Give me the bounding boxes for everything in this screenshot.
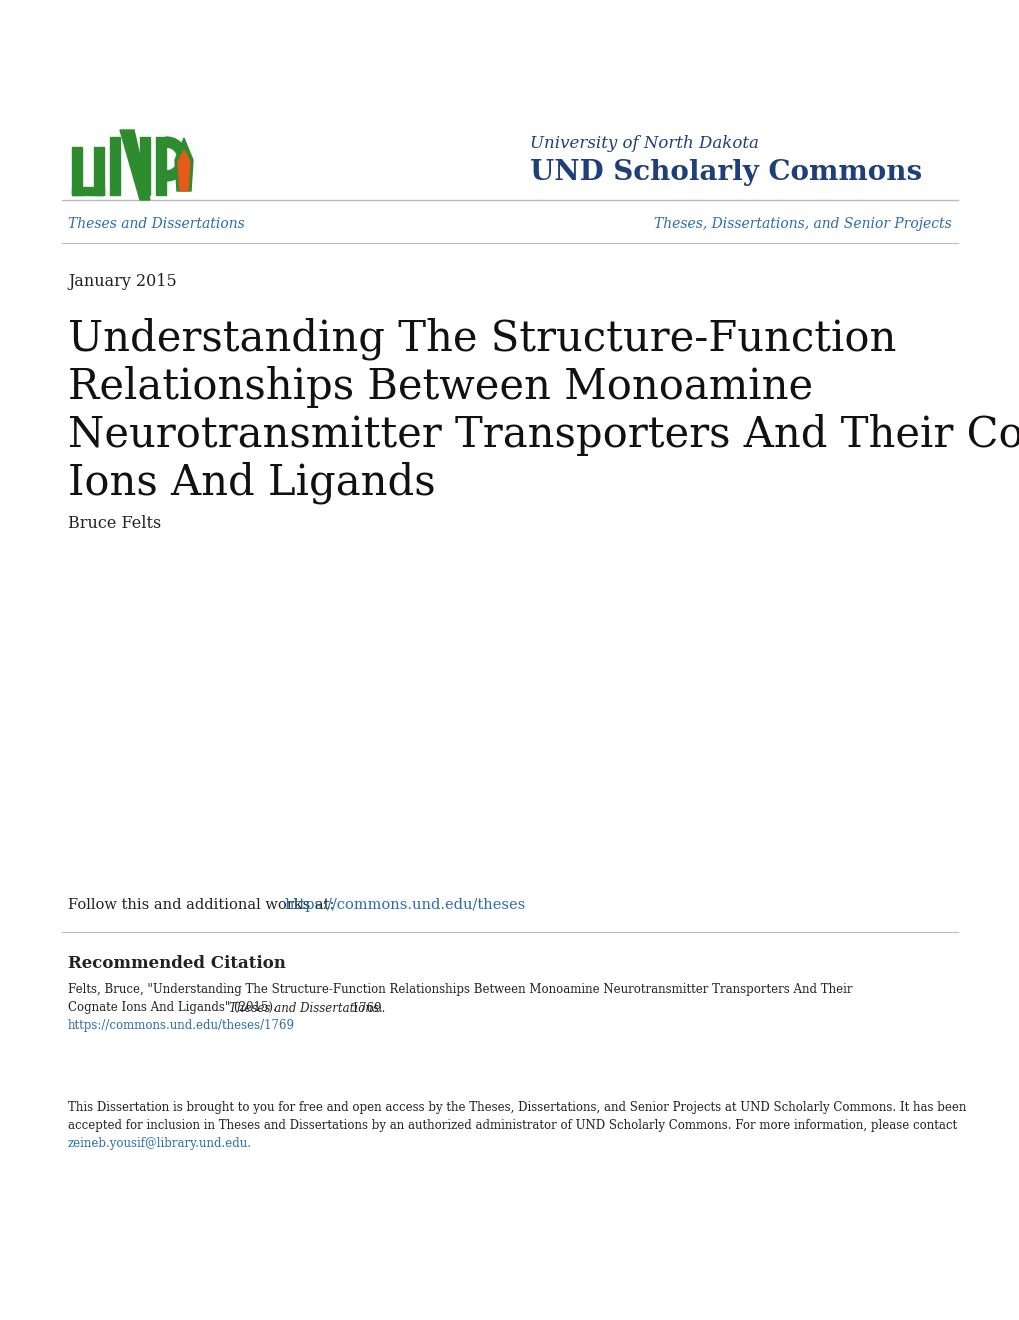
Text: Bruce Felts: Bruce Felts [68, 516, 161, 532]
Polygon shape [178, 150, 190, 191]
Text: Understanding The Structure-Function: Understanding The Structure-Function [68, 318, 896, 360]
Text: Felts, Bruce, "Understanding The Structure-Function Relationships Between Monoam: Felts, Bruce, "Understanding The Structu… [68, 983, 852, 997]
Text: Recommended Citation: Recommended Citation [68, 956, 285, 973]
Bar [94, 147, 104, 195]
Text: accepted for inclusion in Theses and Dissertations by an authorized administrato: accepted for inclusion in Theses and Dis… [68, 1119, 956, 1133]
Polygon shape [175, 139, 193, 191]
Polygon shape [166, 137, 187, 181]
Text: 1769.: 1769. [347, 1002, 385, 1015]
Text: Theses, Dissertations, and Senior Projects: Theses, Dissertations, and Senior Projec… [653, 216, 951, 231]
Text: Theses and Dissertations: Theses and Dissertations [68, 216, 245, 231]
Text: https://commons.und.edu/theses/1769: https://commons.und.edu/theses/1769 [68, 1019, 294, 1032]
Text: This Dissertation is brought to you for free and open access by the Theses, Diss: This Dissertation is brought to you for … [68, 1101, 965, 1114]
Bar [72, 147, 82, 195]
Text: Neurotransmitter Transporters And Their Cognate: Neurotransmitter Transporters And Their … [68, 414, 1019, 457]
Bar [110, 137, 120, 195]
Bar [156, 137, 166, 195]
Text: University of North Dakota: University of North Dakota [530, 135, 758, 152]
Text: https://commons.und.edu/theses: https://commons.und.edu/theses [284, 898, 525, 912]
Polygon shape [120, 129, 150, 201]
Bar [72, 187, 104, 195]
Text: Cognate Ions And Ligands" (2015).: Cognate Ions And Ligands" (2015). [68, 1002, 280, 1015]
Text: Ions And Ligands: Ions And Ligands [68, 462, 435, 504]
Text: January 2015: January 2015 [68, 273, 176, 290]
Text: UND Scholarly Commons: UND Scholarly Commons [530, 158, 921, 186]
Text: Relationships Between Monoamine: Relationships Between Monoamine [68, 366, 812, 408]
Text: zeineb.yousif@library.und.edu.: zeineb.yousif@library.und.edu. [68, 1138, 252, 1151]
Bar [140, 137, 150, 195]
Text: Theses and Dissertations.: Theses and Dissertations. [229, 1002, 383, 1015]
Text: Follow this and additional works at:: Follow this and additional works at: [68, 898, 338, 912]
